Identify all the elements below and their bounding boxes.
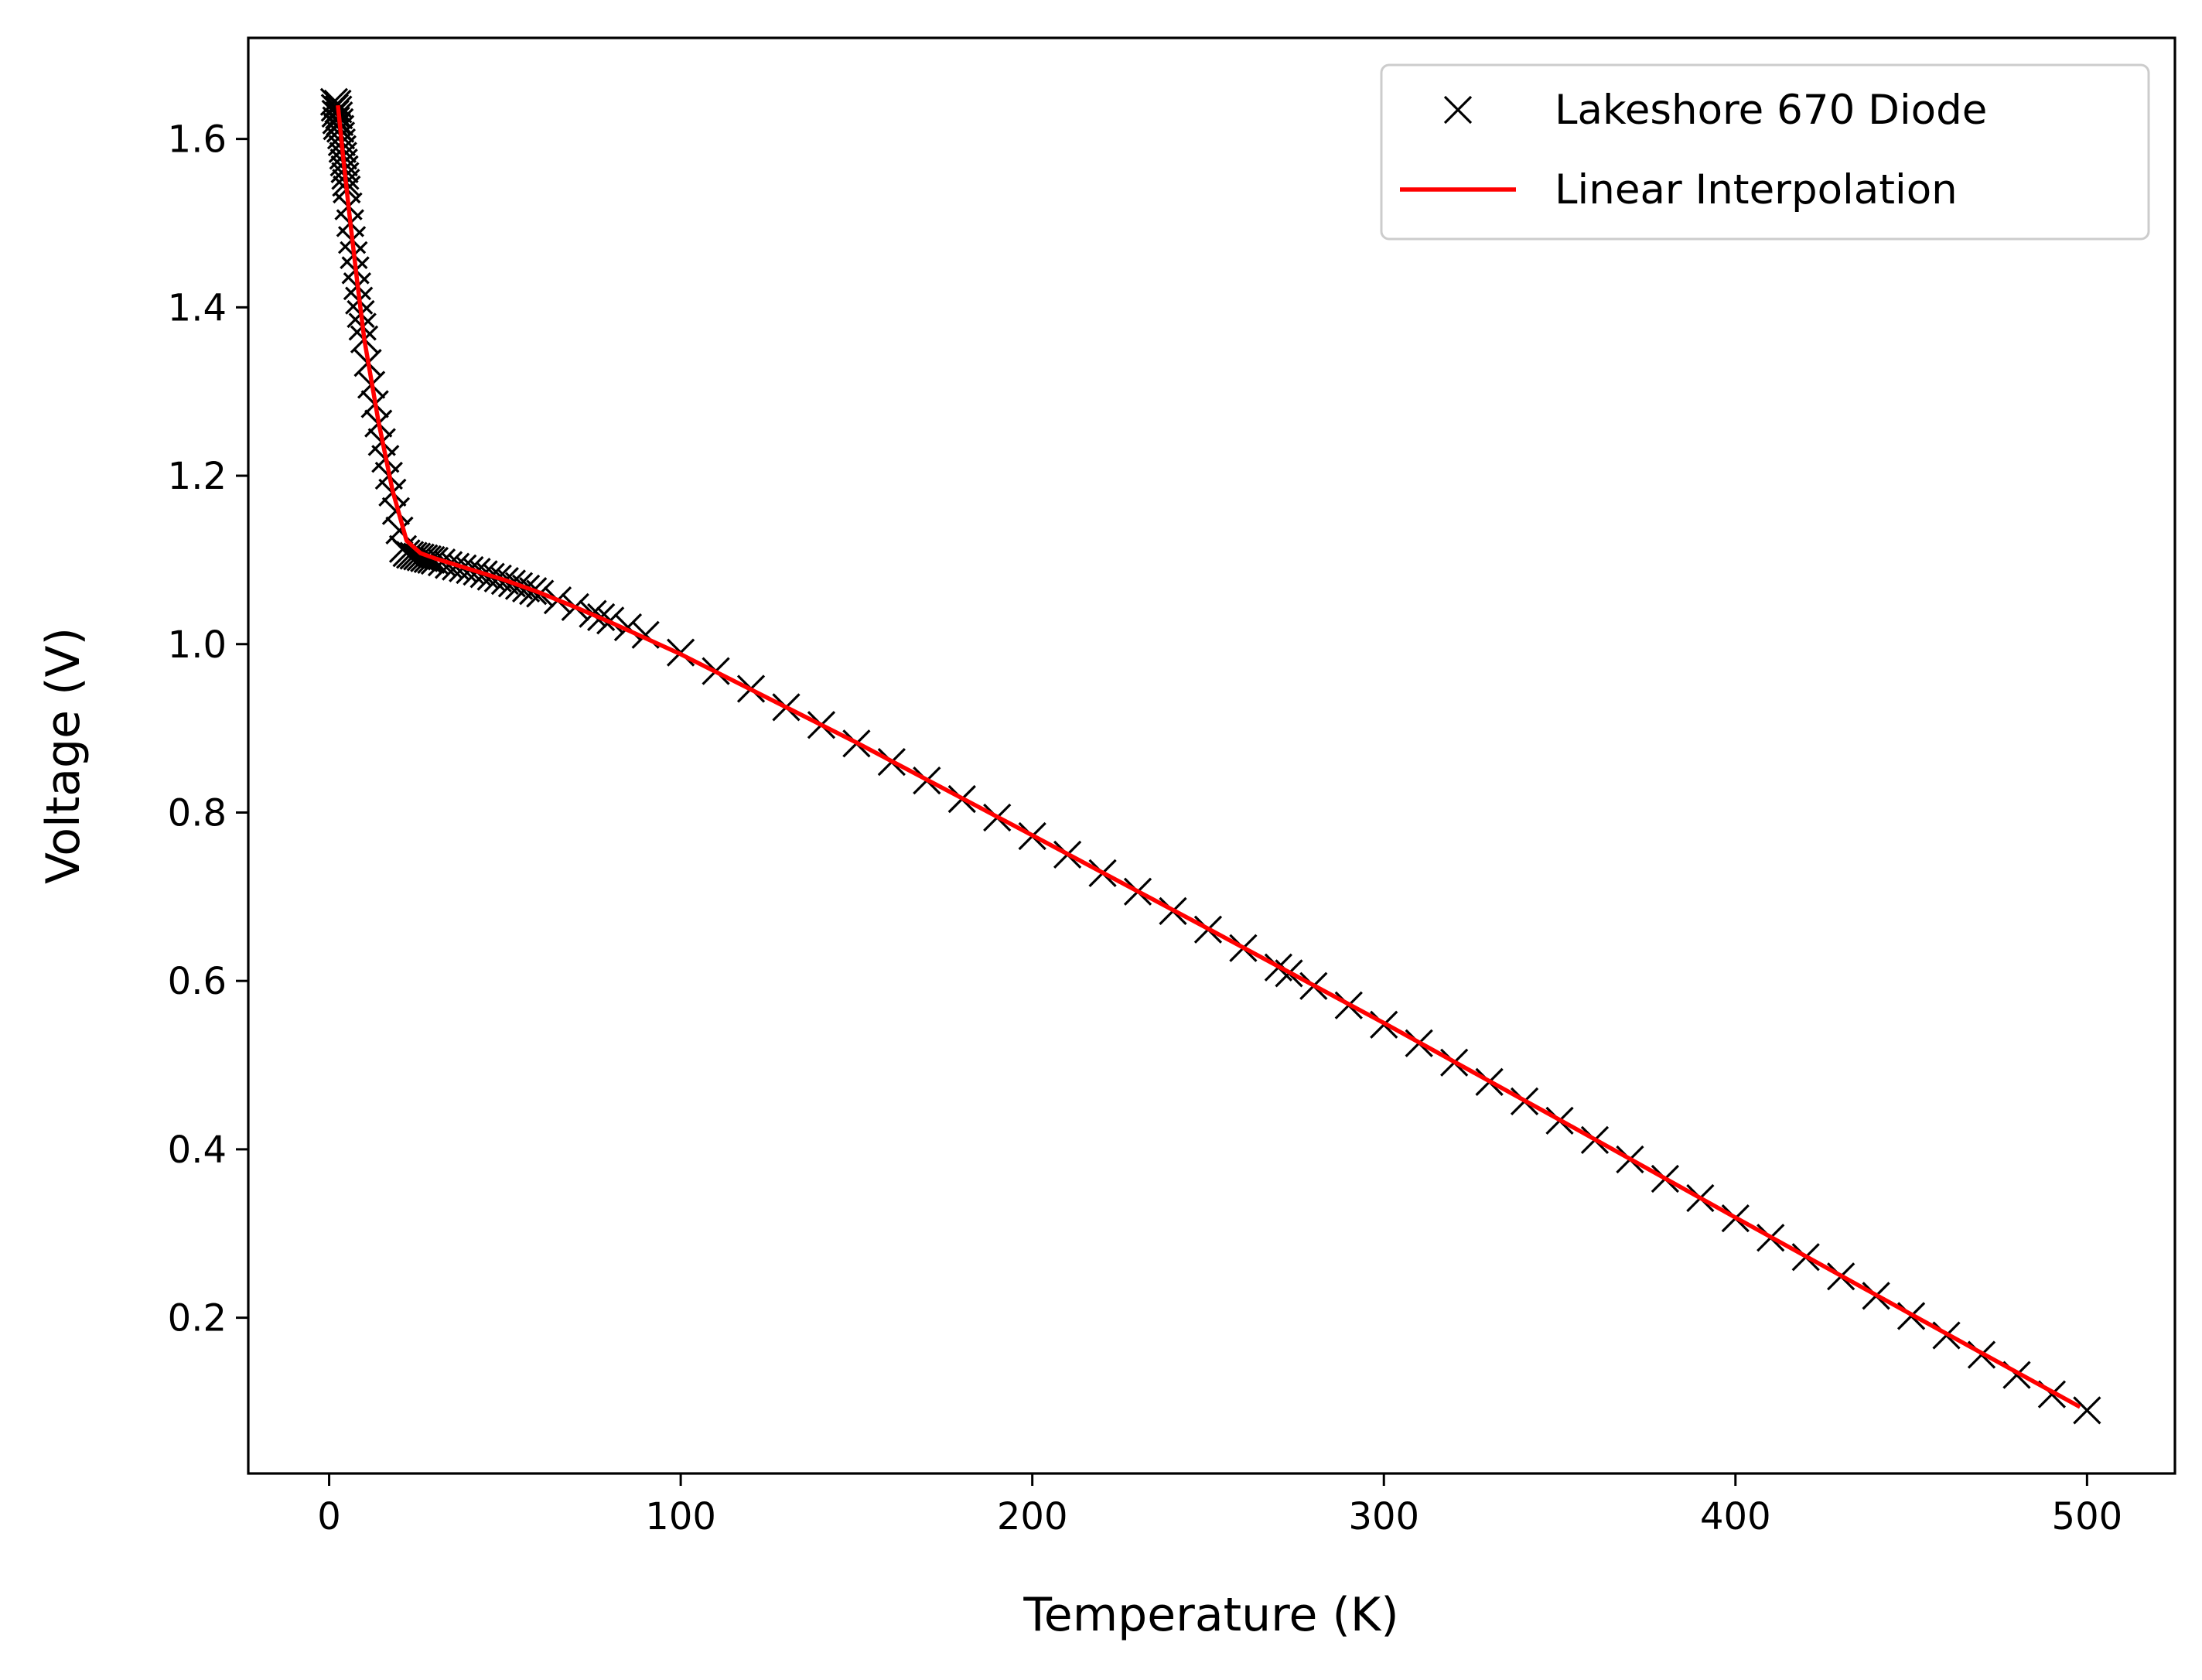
legend-label-diode: Lakeshore 670 Diode: [1555, 87, 1987, 134]
x-tick-label: 400: [1700, 1495, 1771, 1538]
x-tick-label: 0: [317, 1495, 341, 1538]
y-tick-label: 1.2: [168, 455, 227, 498]
legend-marker-swatch: [1443, 95, 1473, 125]
series-line-interpolation: [336, 104, 2081, 1409]
x-tick-label: 200: [997, 1495, 1068, 1538]
y-tick-label: 0.6: [168, 960, 227, 1003]
x-tick-label: 100: [645, 1495, 716, 1538]
y-tick-label: 0.8: [168, 791, 227, 835]
y-axis-label: Voltage (V): [36, 627, 90, 884]
plot-frame: [247, 36, 2176, 1475]
y-tick-label: 1.6: [168, 118, 227, 162]
legend: Lakeshore 670 Diode Linear Interpolation: [1380, 63, 2150, 241]
y-tick-label: 0.4: [168, 1129, 227, 1172]
y-tick-label: 1.0: [168, 623, 227, 667]
legend-box: [1380, 63, 2150, 241]
data-point: [2073, 1396, 2101, 1425]
x-tick-label: 500: [2052, 1495, 2123, 1538]
data-point: [417, 545, 446, 575]
legend-label-interpolation: Linear Interpolation: [1555, 166, 1958, 213]
x-tick-label: 300: [1348, 1495, 1419, 1538]
y-tick-label: 0.2: [168, 1297, 227, 1340]
x-axis-label: Temperature (K): [1022, 1588, 1398, 1642]
y-tick-label: 1.4: [168, 286, 227, 330]
